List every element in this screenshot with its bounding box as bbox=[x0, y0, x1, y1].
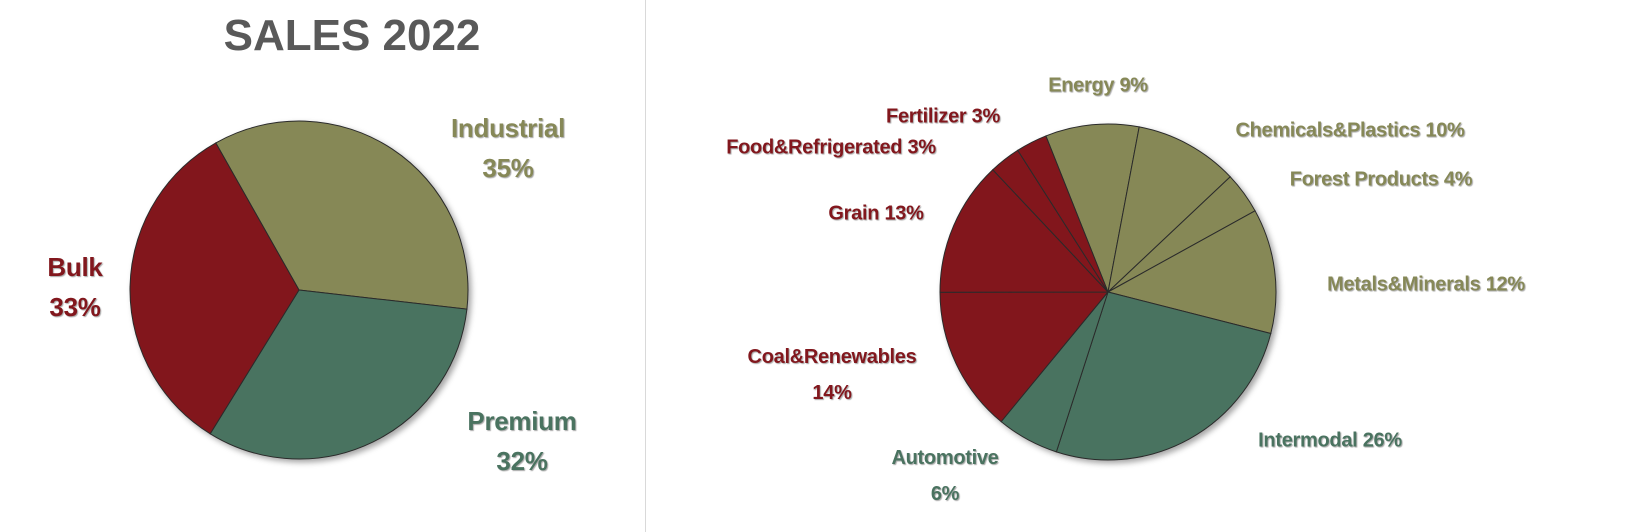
label-percent: 35% bbox=[482, 153, 534, 183]
label-name: Intermodal bbox=[1258, 429, 1358, 452]
pie-slice-coal-renewables bbox=[939, 291, 1110, 423]
label-percent: 6% bbox=[930, 483, 960, 505]
label-name: Forest Products bbox=[1289, 168, 1439, 191]
label-name: Bulk bbox=[47, 252, 103, 282]
data-label-energy: Energy 9% bbox=[1048, 75, 1148, 98]
label-name: Metals&Minerals bbox=[1327, 273, 1481, 296]
pie-slice-metals-minerals bbox=[1106, 210, 1277, 335]
data-label-food-refrigerated: Food&Refrigerated 3% bbox=[726, 137, 936, 160]
label-name: Automotive bbox=[891, 447, 999, 469]
data-label-coal-renewables: Coal&Renewables 14% bbox=[748, 339, 917, 411]
label-percent: 26% bbox=[1362, 429, 1402, 452]
data-label-bulk: Bulk 33% bbox=[47, 247, 102, 327]
data-label-automotive: Automotive 6% bbox=[891, 440, 998, 512]
label-percent: 3% bbox=[971, 105, 1001, 128]
label-name: Fertilizer bbox=[886, 105, 967, 128]
data-label-premium: Premium 32% bbox=[467, 401, 576, 481]
label-percent: 4% bbox=[1443, 168, 1473, 191]
pie-slice-fertilizer bbox=[1017, 135, 1109, 293]
divider bbox=[645, 0, 646, 532]
pie-slice-grain bbox=[939, 169, 1110, 293]
label-name: Coal&Renewables bbox=[747, 346, 917, 368]
label-percent: 12% bbox=[1485, 273, 1525, 296]
sales-pie bbox=[129, 120, 469, 460]
data-label-fertilizer: Fertilizer 3% bbox=[886, 106, 1000, 129]
label-percent: 13% bbox=[884, 202, 924, 225]
data-label-metals-minerals: Metals&Minerals 12% bbox=[1327, 274, 1525, 297]
pie-slice-bulk bbox=[129, 142, 300, 435]
data-label-industrial: Industrial 35% bbox=[451, 108, 565, 188]
pie-slice-chemicals-plastics bbox=[1107, 126, 1231, 294]
label-percent: 33% bbox=[49, 292, 101, 322]
label-percent: 32% bbox=[496, 446, 548, 476]
segment-pie bbox=[939, 123, 1277, 461]
label-name: Grain bbox=[828, 202, 880, 225]
pie-slice-industrial bbox=[215, 120, 469, 310]
label-name: Food&Refrigerated bbox=[726, 136, 903, 159]
chart-title: SALES 2022 bbox=[223, 11, 481, 60]
data-label-grain: Grain 13% bbox=[828, 203, 923, 226]
label-percent: 10% bbox=[1425, 119, 1465, 142]
label-percent: 14% bbox=[812, 382, 852, 404]
pie-slice-intermodal bbox=[1055, 291, 1272, 461]
label-name: Chemicals&Plastics bbox=[1235, 119, 1421, 142]
label-percent: 9% bbox=[1119, 74, 1148, 97]
label-name: Industrial bbox=[450, 113, 566, 143]
label-percent: 3% bbox=[907, 136, 936, 159]
pie-slice-premium bbox=[209, 289, 468, 460]
data-label-chemicals-plastics: Chemicals&Plastics 10% bbox=[1235, 120, 1464, 143]
label-name: Energy bbox=[1048, 74, 1115, 97]
label-name: Premium bbox=[467, 406, 577, 436]
data-label-intermodal: Intermodal 26% bbox=[1258, 430, 1402, 453]
data-label-forest-products: Forest Products 4% bbox=[1289, 168, 1473, 192]
